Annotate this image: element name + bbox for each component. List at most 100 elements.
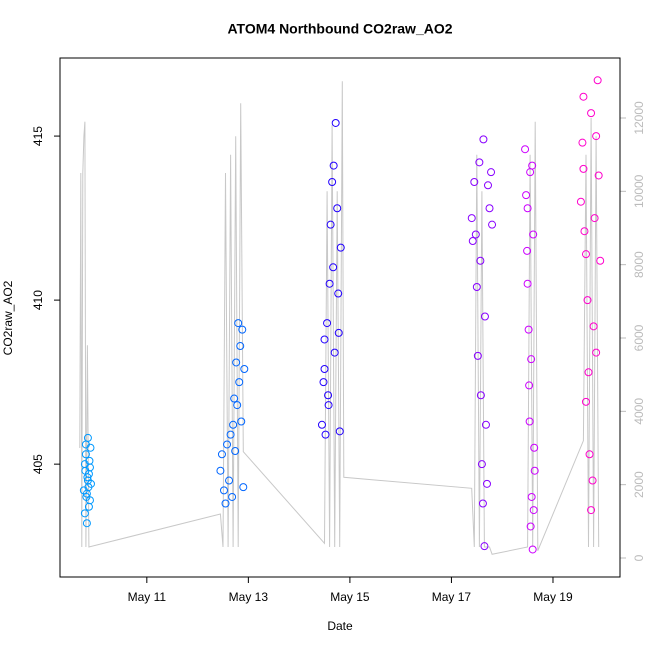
point — [321, 430, 330, 439]
point — [335, 427, 344, 436]
point — [588, 476, 597, 485]
point — [80, 460, 89, 469]
point — [523, 279, 532, 288]
point — [592, 132, 601, 141]
point — [81, 440, 90, 449]
point — [579, 164, 588, 173]
point — [82, 519, 91, 528]
point — [336, 243, 345, 252]
y2-tick-label: 8000 — [632, 251, 646, 278]
point — [476, 391, 485, 400]
point — [475, 158, 484, 167]
point — [225, 476, 234, 485]
point — [523, 204, 532, 213]
point — [468, 237, 477, 246]
point — [592, 348, 601, 357]
point — [81, 450, 90, 459]
point — [585, 450, 594, 459]
point — [80, 509, 89, 518]
point — [526, 522, 535, 531]
point — [530, 466, 539, 475]
point — [590, 214, 599, 223]
point — [472, 282, 481, 291]
point — [527, 492, 536, 501]
point — [228, 492, 237, 501]
point — [480, 312, 489, 321]
point — [226, 430, 235, 439]
point — [217, 450, 226, 459]
chart-title: ATOM4 Northbound CO2raw_AO2 — [227, 21, 452, 37]
point — [231, 447, 240, 456]
x-tick-label: May 15 — [330, 590, 370, 604]
point — [576, 197, 585, 206]
x-tick-label: May 13 — [229, 590, 269, 604]
point — [581, 397, 590, 406]
y-tick-label: 405 — [31, 454, 45, 474]
point — [331, 118, 340, 127]
point — [476, 256, 485, 265]
point — [521, 145, 530, 154]
x-axis-label: Date — [327, 619, 353, 633]
point — [232, 358, 241, 367]
point — [240, 365, 249, 374]
point — [481, 420, 490, 429]
point — [320, 365, 329, 374]
point — [485, 204, 494, 213]
point — [594, 171, 603, 180]
y-axis-label: CO2raw_AO2 — [1, 280, 15, 355]
point — [467, 214, 476, 223]
point — [471, 230, 480, 239]
y-tick-label: 415 — [31, 126, 45, 146]
point — [230, 394, 239, 403]
point — [323, 319, 332, 328]
x-tick-label: May 19 — [533, 590, 573, 604]
point — [522, 191, 531, 200]
plot-frame — [59, 57, 621, 578]
point — [528, 545, 537, 554]
point — [524, 325, 533, 334]
point — [583, 296, 592, 305]
point — [235, 378, 244, 387]
x-tick-label: May 11 — [128, 590, 167, 604]
point — [530, 443, 539, 452]
point — [527, 355, 536, 364]
point — [82, 489, 91, 498]
point — [479, 135, 488, 144]
point — [579, 92, 588, 101]
point — [488, 220, 497, 229]
point — [581, 250, 590, 259]
point — [578, 138, 587, 147]
point — [219, 486, 228, 495]
point — [482, 479, 491, 488]
y2-tick-label: 4000 — [632, 398, 646, 425]
point — [330, 348, 339, 357]
point — [329, 161, 338, 170]
point — [236, 342, 245, 351]
point — [325, 279, 334, 288]
point — [596, 256, 605, 265]
point — [326, 220, 335, 229]
point — [333, 204, 342, 213]
point — [85, 496, 94, 505]
point — [233, 401, 242, 410]
y2-tick-label: 0 — [632, 554, 646, 561]
point — [329, 263, 338, 272]
point — [580, 227, 589, 236]
point — [317, 420, 326, 429]
point — [593, 76, 602, 85]
point — [584, 368, 593, 377]
point — [589, 322, 598, 331]
point — [487, 168, 496, 177]
point — [324, 401, 333, 410]
point — [587, 109, 596, 118]
point — [328, 178, 337, 187]
point — [234, 319, 243, 328]
point — [239, 483, 248, 492]
point — [238, 325, 247, 334]
point — [216, 466, 225, 475]
point — [83, 476, 92, 485]
point — [523, 246, 532, 255]
point — [334, 289, 343, 298]
